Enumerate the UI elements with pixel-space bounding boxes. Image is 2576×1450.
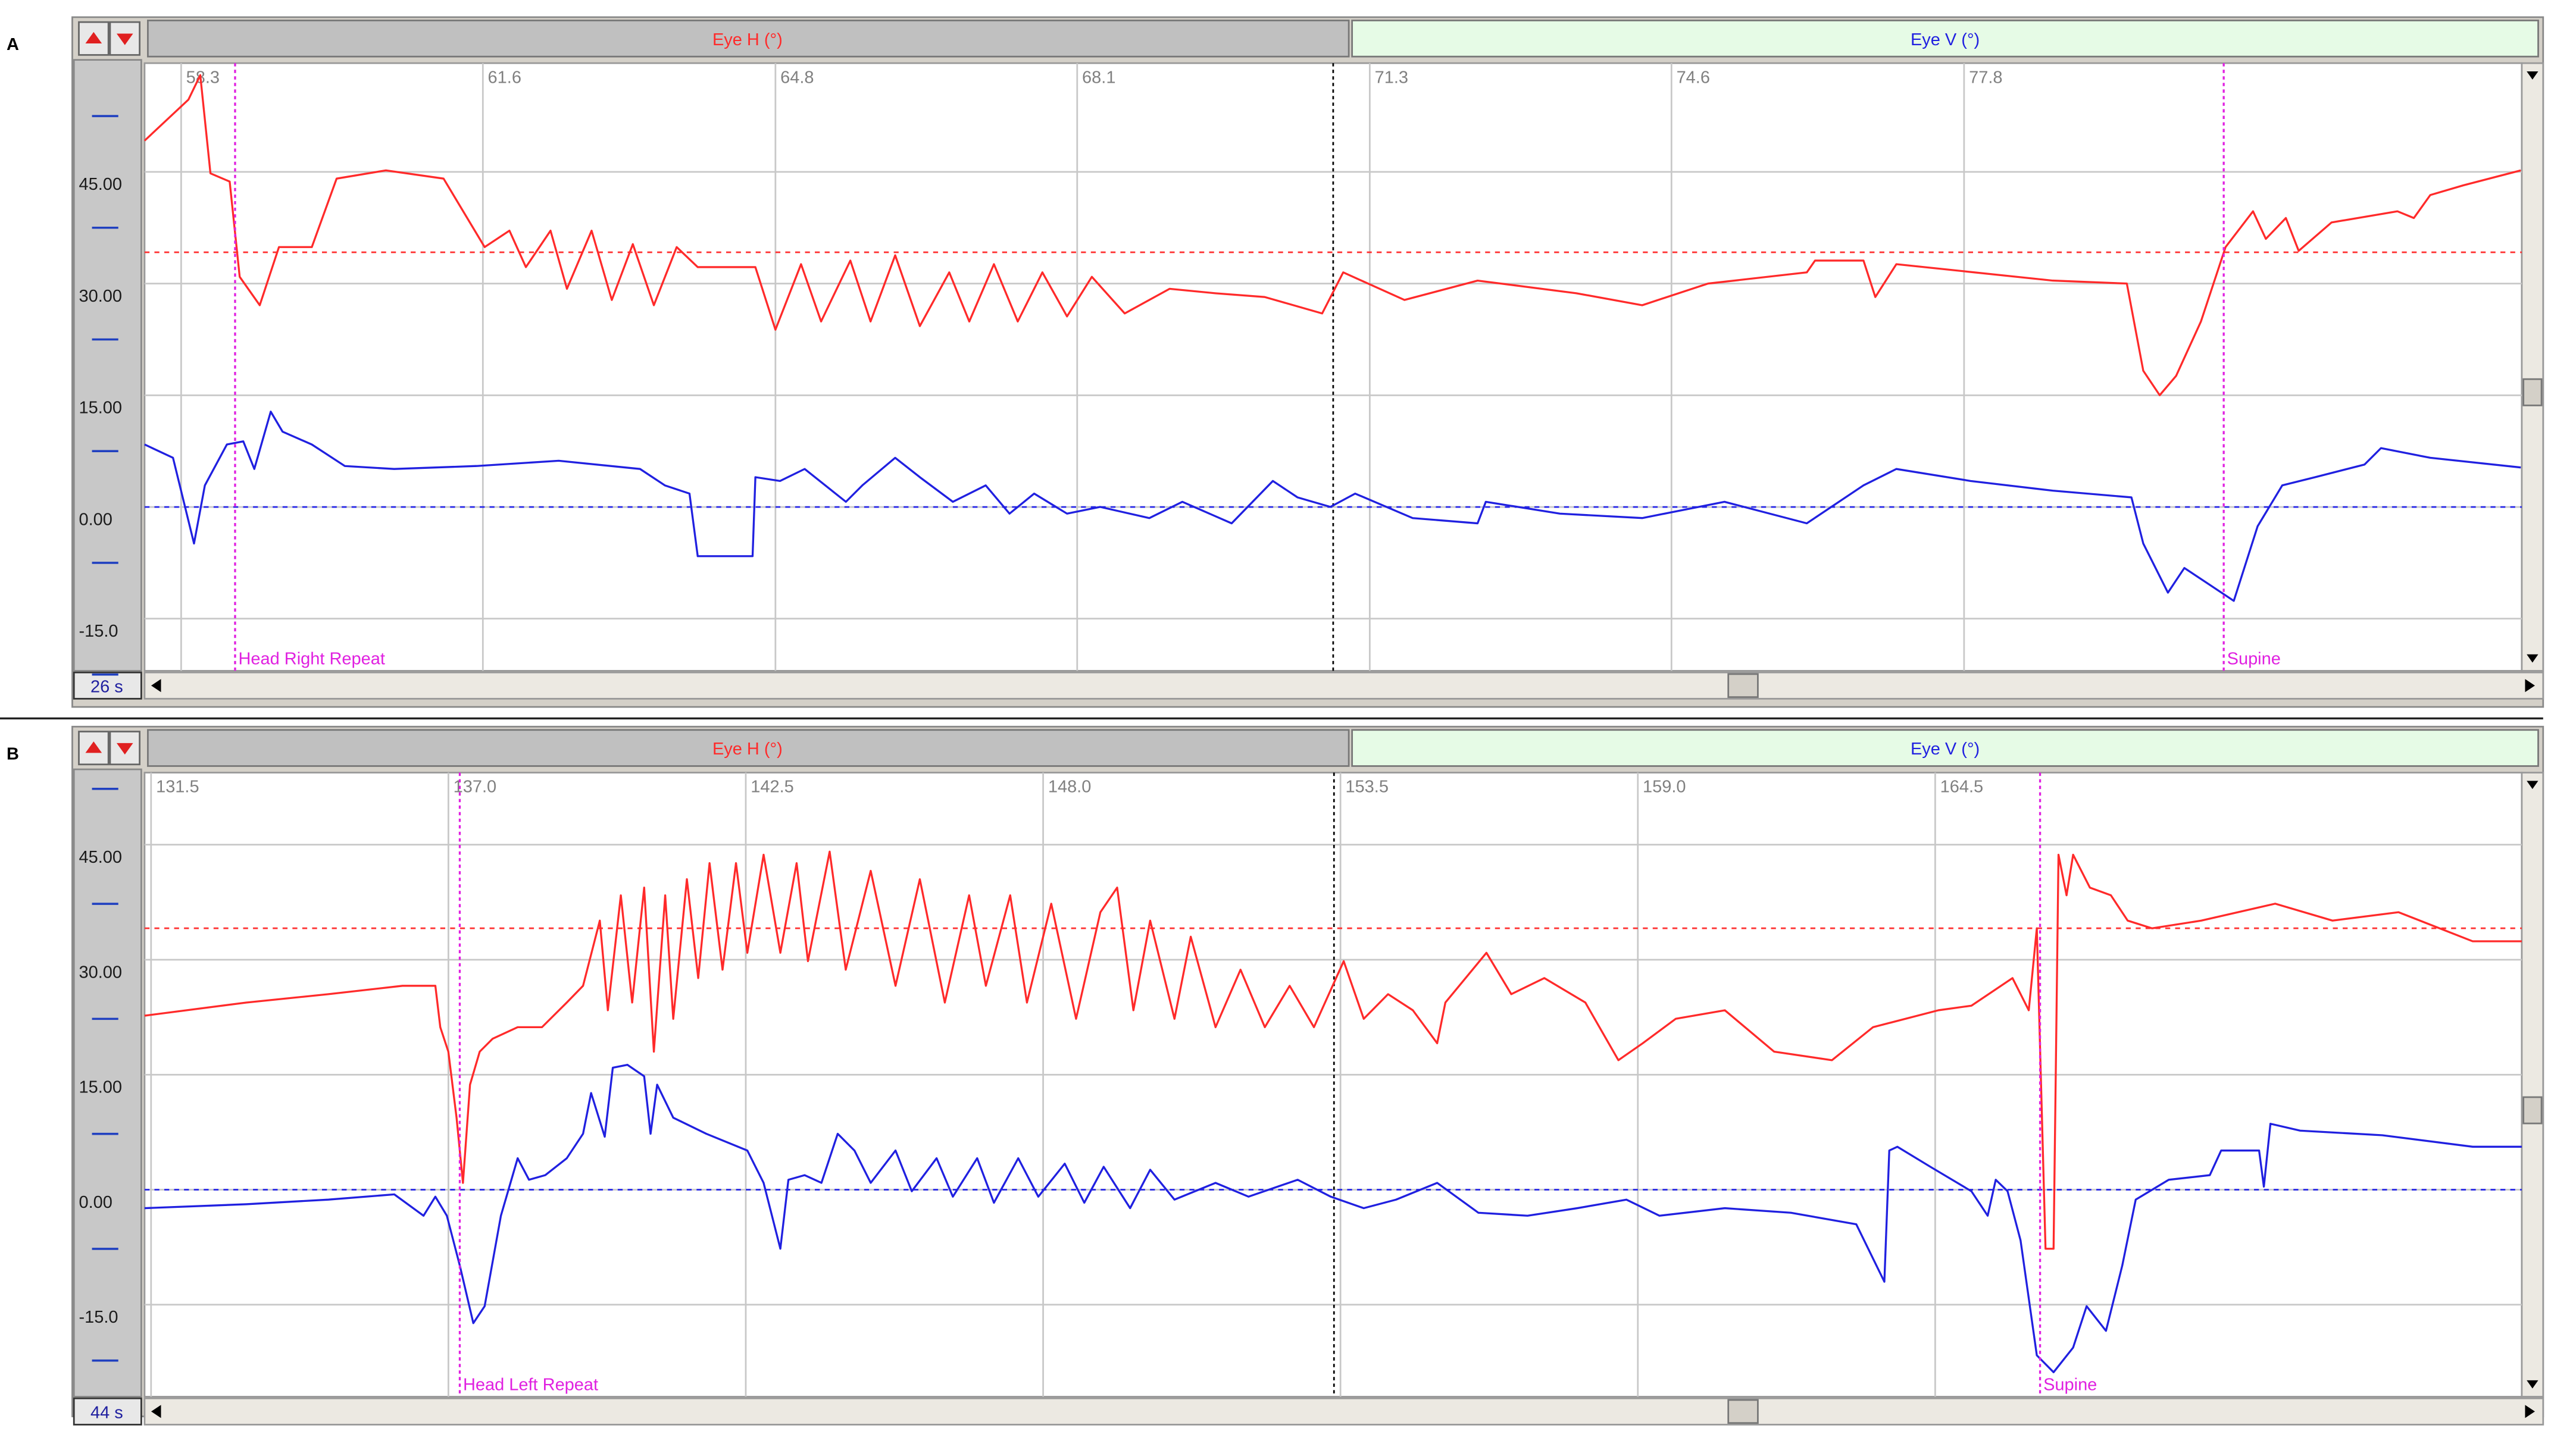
x-tick-label: 159.0 <box>1643 778 1686 797</box>
y-tick-label: 45.00 <box>79 175 122 194</box>
channel-tab[interactable] <box>1351 19 2539 58</box>
scroll-thumb[interactable] <box>2522 378 2543 406</box>
channel-tab[interactable] <box>147 19 1350 58</box>
vertical-scrollbar[interactable] <box>2521 772 2544 1398</box>
x-tick-label: 58.3 <box>186 68 220 87</box>
scroll-arrow <box>2527 781 2539 790</box>
panel-label: A <box>7 35 19 54</box>
axis-column <box>73 768 142 1398</box>
trace <box>144 411 2521 602</box>
scroll-arrow <box>151 679 161 693</box>
duration-box <box>73 1397 142 1426</box>
x-tick-label: 142.5 <box>751 778 794 797</box>
button-arrow <box>116 33 133 45</box>
y-tick-label: 30.00 <box>79 963 122 982</box>
event-label: Head Right Repeat <box>238 649 384 668</box>
event-label: Supine <box>2043 1375 2097 1394</box>
button-arrow <box>85 32 102 44</box>
x-tick-label: 61.6 <box>488 68 521 87</box>
duration-label: 44 s <box>90 1403 123 1422</box>
duration-label: 26 s <box>90 677 123 696</box>
scroll-thumb[interactable] <box>1727 1399 1759 1424</box>
y-tick-label: -15.0 <box>79 1308 118 1327</box>
channel-tab-label: Eye H (°) <box>712 740 783 759</box>
trace <box>144 1063 2522 1373</box>
y-tick-label: 30.00 <box>79 287 122 306</box>
scroll-thumb[interactable] <box>2522 1096 2543 1125</box>
trace <box>143 74 2521 396</box>
y-tick-label: 45.00 <box>79 848 122 867</box>
horizontal-scrollbar[interactable] <box>143 671 2544 700</box>
x-tick-label: 77.8 <box>1969 68 2002 87</box>
x-tick-label: 148.0 <box>1048 778 1092 797</box>
y-tick-label: 0.00 <box>79 1193 112 1212</box>
scroll-arrow <box>2527 1380 2539 1389</box>
scroll-arrow <box>151 1405 161 1418</box>
x-tick-label: 64.8 <box>780 68 814 87</box>
y-tick-label: -15.0 <box>79 622 118 641</box>
vertical-scrollbar[interactable] <box>2521 62 2544 672</box>
button-arrow <box>85 741 102 753</box>
channel-tab-label: Eye H (°) <box>712 30 783 49</box>
panel-label: B <box>7 744 19 763</box>
scroll-arrow <box>2527 654 2539 663</box>
scroll-arrow <box>2527 71 2539 80</box>
scroll-arrow <box>2525 679 2535 693</box>
channel-tab[interactable] <box>147 729 1350 767</box>
axis-column <box>73 59 142 672</box>
x-tick-label: 153.5 <box>1345 778 1389 797</box>
duration-box <box>73 671 142 700</box>
x-tick-label: 71.3 <box>1375 68 1408 87</box>
x-tick-label: 131.5 <box>156 778 199 797</box>
horizontal-scrollbar[interactable] <box>143 1397 2544 1426</box>
event-label: Head Left Repeat <box>463 1375 598 1394</box>
button-arrow <box>116 743 133 755</box>
y-tick-label: 0.00 <box>79 510 112 529</box>
x-tick-label: 68.1 <box>1082 68 1115 87</box>
channel-tab-label: Eye V (°) <box>1911 30 1980 49</box>
y-tick-label: 15.00 <box>79 1078 122 1097</box>
y-tick-label: 15.00 <box>79 399 122 418</box>
channel-tab[interactable] <box>1351 729 2539 767</box>
scroll-thumb[interactable] <box>1727 673 1759 698</box>
x-tick-label: 74.6 <box>1677 68 1710 87</box>
x-tick-label: 164.5 <box>1940 778 1984 797</box>
event-label: Supine <box>2227 649 2281 668</box>
scroll-arrow <box>2525 1405 2535 1418</box>
trace <box>144 850 2522 1250</box>
channel-tab-label: Eye V (°) <box>1911 740 1980 759</box>
